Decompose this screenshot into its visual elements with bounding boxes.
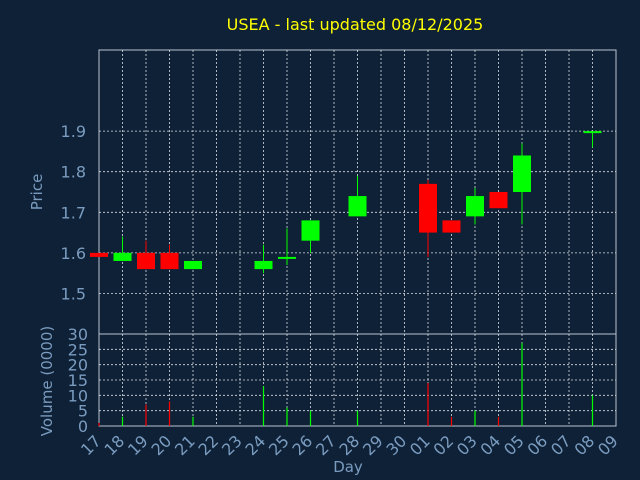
- candle-body: [113, 252, 132, 261]
- candle-body: [278, 256, 296, 259]
- candle: [419, 179, 437, 257]
- day-axis-label: Day: [333, 458, 363, 476]
- candle-body: [301, 220, 320, 241]
- price-tick-label: 1.7: [61, 203, 86, 222]
- price-tick-label: 1.9: [61, 122, 86, 141]
- candle: [137, 240, 155, 270]
- price-tick-label: 1.5: [61, 284, 86, 303]
- candle: [278, 228, 296, 266]
- candle-body: [489, 192, 508, 209]
- volume-tick-label: 5: [78, 402, 88, 421]
- candle-body: [513, 155, 531, 192]
- candle: [348, 175, 367, 217]
- candle-body: [442, 220, 461, 233]
- candle: [184, 260, 202, 270]
- candle: [254, 244, 273, 274]
- candlesticks: [90, 131, 602, 274]
- candle: [489, 192, 508, 209]
- candle-body: [137, 252, 155, 270]
- candle: [160, 244, 179, 270]
- price-tick-label: 1.8: [61, 163, 86, 182]
- volume-bars: [98, 343, 594, 426]
- candle: [301, 220, 320, 253]
- day-tick-label: 09: [594, 431, 622, 459]
- candle-body: [348, 196, 367, 217]
- candle: [583, 131, 602, 148]
- candle-body: [90, 252, 108, 257]
- price-tick-labels: 1.5 1.6 1.7 1.8 1.9: [61, 122, 86, 303]
- volume-tick-label: 0: [78, 417, 88, 436]
- volume-tick-label: 20: [68, 356, 88, 375]
- volume-axis-label: Volume (0000): [38, 326, 56, 436]
- day-tick-labels: 1718192021222324252627282930010203040506…: [77, 431, 622, 459]
- grid-lines: [99, 50, 616, 426]
- volume-tick-label: 10: [68, 386, 88, 405]
- candle: [442, 220, 461, 233]
- price-tick-label: 1.6: [61, 244, 86, 263]
- price-axis-label: Price: [28, 174, 46, 211]
- volume-tick-label: 15: [68, 371, 88, 390]
- candle: [113, 236, 132, 261]
- candle-body: [254, 260, 273, 270]
- chart-title: USEA - last updated 08/12/2025: [227, 15, 484, 34]
- candle-body: [466, 196, 484, 217]
- candle-body: [583, 131, 602, 134]
- candle: [466, 187, 484, 225]
- candle: [513, 143, 531, 225]
- volume-tick-label: 25: [68, 340, 88, 359]
- volume-tick-label: 30: [68, 325, 88, 344]
- candle-body: [184, 260, 202, 270]
- candle-body: [419, 183, 437, 233]
- candle: [90, 252, 108, 257]
- candle-body: [160, 252, 179, 270]
